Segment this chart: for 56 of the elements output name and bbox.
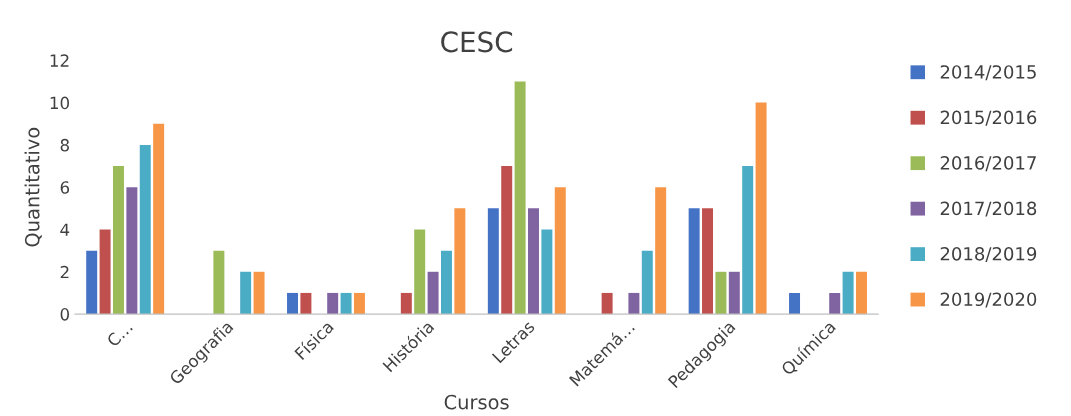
bar: [153, 123, 165, 315]
legend-label: 2017/2018: [940, 201, 1037, 217]
bar: [112, 166, 124, 315]
bar: [742, 166, 754, 315]
y-tick-label: 8: [60, 138, 69, 152]
bar: [829, 292, 841, 315]
bar: [541, 229, 553, 315]
legend-label: 2016/2017: [940, 156, 1036, 172]
bar: [427, 271, 439, 315]
bar: [528, 208, 539, 315]
bar: [240, 271, 252, 315]
bar: [400, 292, 412, 315]
bar: [253, 271, 265, 315]
bar: [842, 271, 854, 315]
y-tick-label: 12: [50, 54, 69, 67]
legend-label: 2015/2016: [940, 110, 1037, 126]
bar: [755, 102, 767, 315]
y-tick-label: 0: [60, 308, 69, 321]
bar: [641, 250, 653, 315]
bar: [501, 166, 513, 315]
y-tick-label: 2: [60, 265, 69, 279]
legend-label: 2019/2020: [940, 292, 1037, 308]
bar: [514, 81, 526, 315]
bar: [655, 187, 667, 315]
bar: [688, 208, 700, 315]
bar: [554, 187, 566, 315]
x-tick-label: C…: [106, 320, 133, 348]
bar: [327, 292, 339, 315]
bar: [126, 187, 138, 315]
chart-title: CESC: [441, 31, 513, 53]
bar: [414, 229, 426, 315]
y-tick-label: 6: [60, 181, 70, 194]
bar: [702, 208, 714, 315]
bar: [715, 271, 727, 315]
bar: [213, 250, 225, 315]
y-tick-label: 4: [60, 223, 70, 236]
bar: [86, 250, 98, 315]
bar: [601, 292, 613, 315]
legend-label: 2014/2015: [940, 65, 1036, 81]
bar: [353, 292, 365, 315]
legend-label: 2018/2019: [940, 246, 1037, 263]
bar: [340, 292, 352, 315]
y-tick-label: 10: [50, 96, 69, 110]
bar: [628, 292, 640, 315]
bar: [287, 292, 299, 315]
bar: [139, 144, 151, 315]
y-axis-title: Quantitativo: [24, 127, 42, 247]
bar: [99, 229, 111, 315]
x-axis-title: Cursos: [444, 394, 509, 410]
bar: [728, 271, 740, 315]
bar: [300, 292, 312, 315]
bar: [856, 271, 867, 315]
bar: [454, 208, 466, 315]
bar: [789, 292, 801, 315]
bar: [440, 250, 452, 315]
bar: [487, 208, 499, 315]
